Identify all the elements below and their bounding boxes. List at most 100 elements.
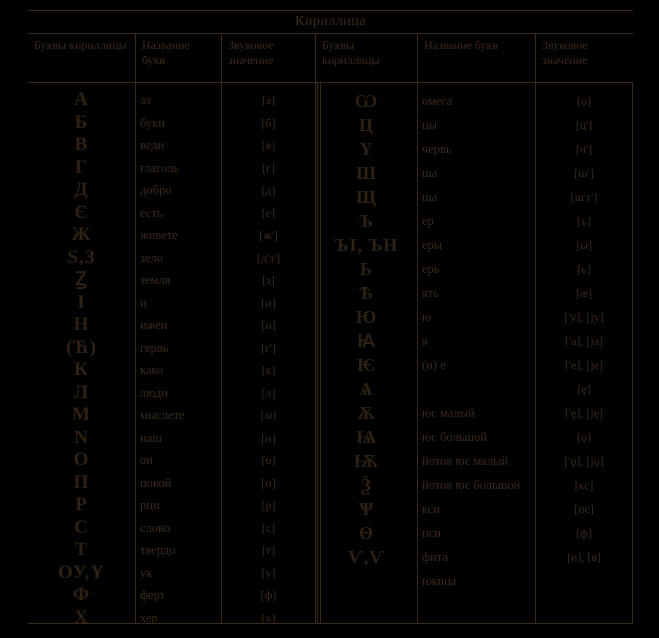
letter-glyph: Т [32, 539, 131, 562]
letter-sound: [м] [226, 404, 311, 427]
letter-sound: [æ] [540, 281, 628, 305]
letter-sound: [о] [226, 449, 311, 472]
page: Кириллица Буквы кириллицы Название букв … [0, 0, 659, 638]
letter-name: твердо [140, 539, 217, 562]
letter-sound: [ę] [540, 377, 628, 401]
letter-sound: [г'] [226, 337, 311, 360]
letter-glyph [320, 569, 413, 593]
letter-name: аз [140, 89, 217, 112]
letter-glyph: ОУ,Ү [32, 562, 131, 585]
letter-sound: [с] [226, 517, 311, 540]
letter-sound: [кс] [540, 473, 628, 497]
letter-sound: [ш'] [540, 161, 628, 185]
letter-glyph: Ѫ [320, 401, 413, 425]
letter-sound: [ч'] [540, 137, 628, 161]
column-sounds-left: [а][б][в][г][д][е][ж'][д'з'][з][и][и][г'… [222, 83, 316, 623]
letter-glyph: Ь [320, 257, 413, 281]
letter-sound: [ш'т'] [540, 185, 628, 209]
table-body: АБВГДЄЖЅ,ЗꙀІН(Ћ)КЛМNОПРСТОУ,ҮФХ азбукиве… [28, 83, 633, 624]
letter-name: он [140, 449, 217, 472]
letter-name: ю [422, 305, 531, 329]
letter-name: мыслете [140, 404, 217, 427]
letter-glyph: Ꙗ [320, 329, 413, 353]
letter-sound: ['а], [jа] [540, 329, 628, 353]
letter-glyph: А [32, 89, 131, 112]
letter-glyph: Ю [320, 305, 413, 329]
letter-sound: [е] [226, 202, 311, 225]
letter-sound: [д'з'] [226, 247, 311, 270]
letter-glyph: Ж [32, 224, 131, 247]
letter-sound: ['ǫ], [jǫ] [540, 449, 628, 473]
letter-name: глаголь [140, 157, 217, 180]
letter-sound: [ъ] [540, 209, 628, 233]
letter-sound: [х] [226, 607, 311, 624]
letter-name: живете [140, 224, 217, 247]
column-names-left: азбукиведиглагольдоброестьживетезелоземл… [136, 83, 222, 623]
letter-glyph: Н [32, 314, 131, 337]
letter-name: я [422, 329, 531, 353]
letter-name: йотов юс большой [422, 473, 531, 497]
table-title: Кириллица [28, 10, 633, 34]
letter-name: (и) е [422, 353, 531, 377]
letter-glyph: Д [32, 179, 131, 202]
letter-sound: [ы] [540, 233, 628, 257]
letter-name: ижеи [140, 314, 217, 337]
letter-name: юс малый [422, 401, 531, 425]
header-sounds-left: Звуковое значение [222, 34, 316, 82]
letter-name: ферт [140, 584, 217, 607]
letter-sound: [а] [226, 89, 311, 112]
letter-name: йотов юс малый [422, 449, 531, 473]
letter-sound: [у] [226, 562, 311, 585]
letter-glyph: М [32, 404, 131, 427]
letter-name: ук [140, 562, 217, 585]
letter-sound: [о] [540, 89, 628, 113]
letter-glyph: Ѳ [320, 521, 413, 545]
letter-glyph: Ѧ [320, 377, 413, 401]
header-sounds-right: Звуковое значение [536, 34, 633, 82]
letter-name: ер [422, 209, 531, 233]
letter-name: рци [140, 494, 217, 517]
letter-glyph: (Ћ) [32, 337, 131, 360]
letter-sound: ['у], [jу] [540, 305, 628, 329]
letter-sound: [г] [226, 157, 311, 180]
letter-glyph: О [32, 449, 131, 472]
letter-name: ижица [422, 569, 531, 593]
letter-name: хер [140, 607, 217, 624]
letter-name: есть [140, 202, 217, 225]
letter-glyph: Ѥ [320, 353, 413, 377]
letter-sound: [пс] [540, 497, 628, 521]
letter-name: како [140, 359, 217, 382]
letter-glyph: Ѩ [320, 425, 413, 449]
letter-name: еры [422, 233, 531, 257]
letter-sound: [к] [226, 359, 311, 382]
letter-glyph: Х [32, 607, 131, 624]
letter-sound: [л] [226, 382, 311, 405]
letter-glyph: Ъ [320, 209, 413, 233]
cyrillic-table: Кириллица Буквы кириллицы Название букв … [28, 10, 633, 628]
letter-sound: [и] [226, 292, 311, 315]
letter-glyph: С [32, 517, 131, 540]
letter-glyph: N [32, 427, 131, 450]
letter-name: земля [140, 269, 217, 292]
header-names-right: Название букв [418, 34, 536, 82]
table-header: Буквы кириллицы Название букв Звуковое з… [28, 34, 633, 83]
letter-glyph: Ѡ [320, 89, 413, 113]
header-letters-left: Буквы кириллицы [28, 34, 136, 82]
letter-glyph: Ѵ,Ѵ [320, 545, 413, 569]
letter-name: кси [422, 497, 531, 521]
letter-sound: [п] [226, 472, 311, 495]
letter-name: ять [422, 281, 531, 305]
letter-glyph: Ѕ,З [32, 247, 131, 270]
letter-glyph: Г [32, 157, 131, 180]
letter-name: зело [140, 247, 217, 270]
letter-name: слово [140, 517, 217, 540]
header-names-left: Название букв [136, 34, 222, 82]
letter-glyph: Ѯ [320, 473, 413, 497]
letter-glyph: Щ [320, 185, 413, 209]
letter-name: покой [140, 472, 217, 495]
letter-name: наш [140, 427, 217, 450]
letter-sound: [д] [226, 179, 311, 202]
letter-glyph: Р [32, 494, 131, 517]
letter-glyph: ЪІ, ЪН [320, 233, 413, 257]
column-sounds-right: [о][ц'][ч'][ш'][ш'т'][ъ][ы][ь][æ]['у], [… [536, 83, 633, 623]
